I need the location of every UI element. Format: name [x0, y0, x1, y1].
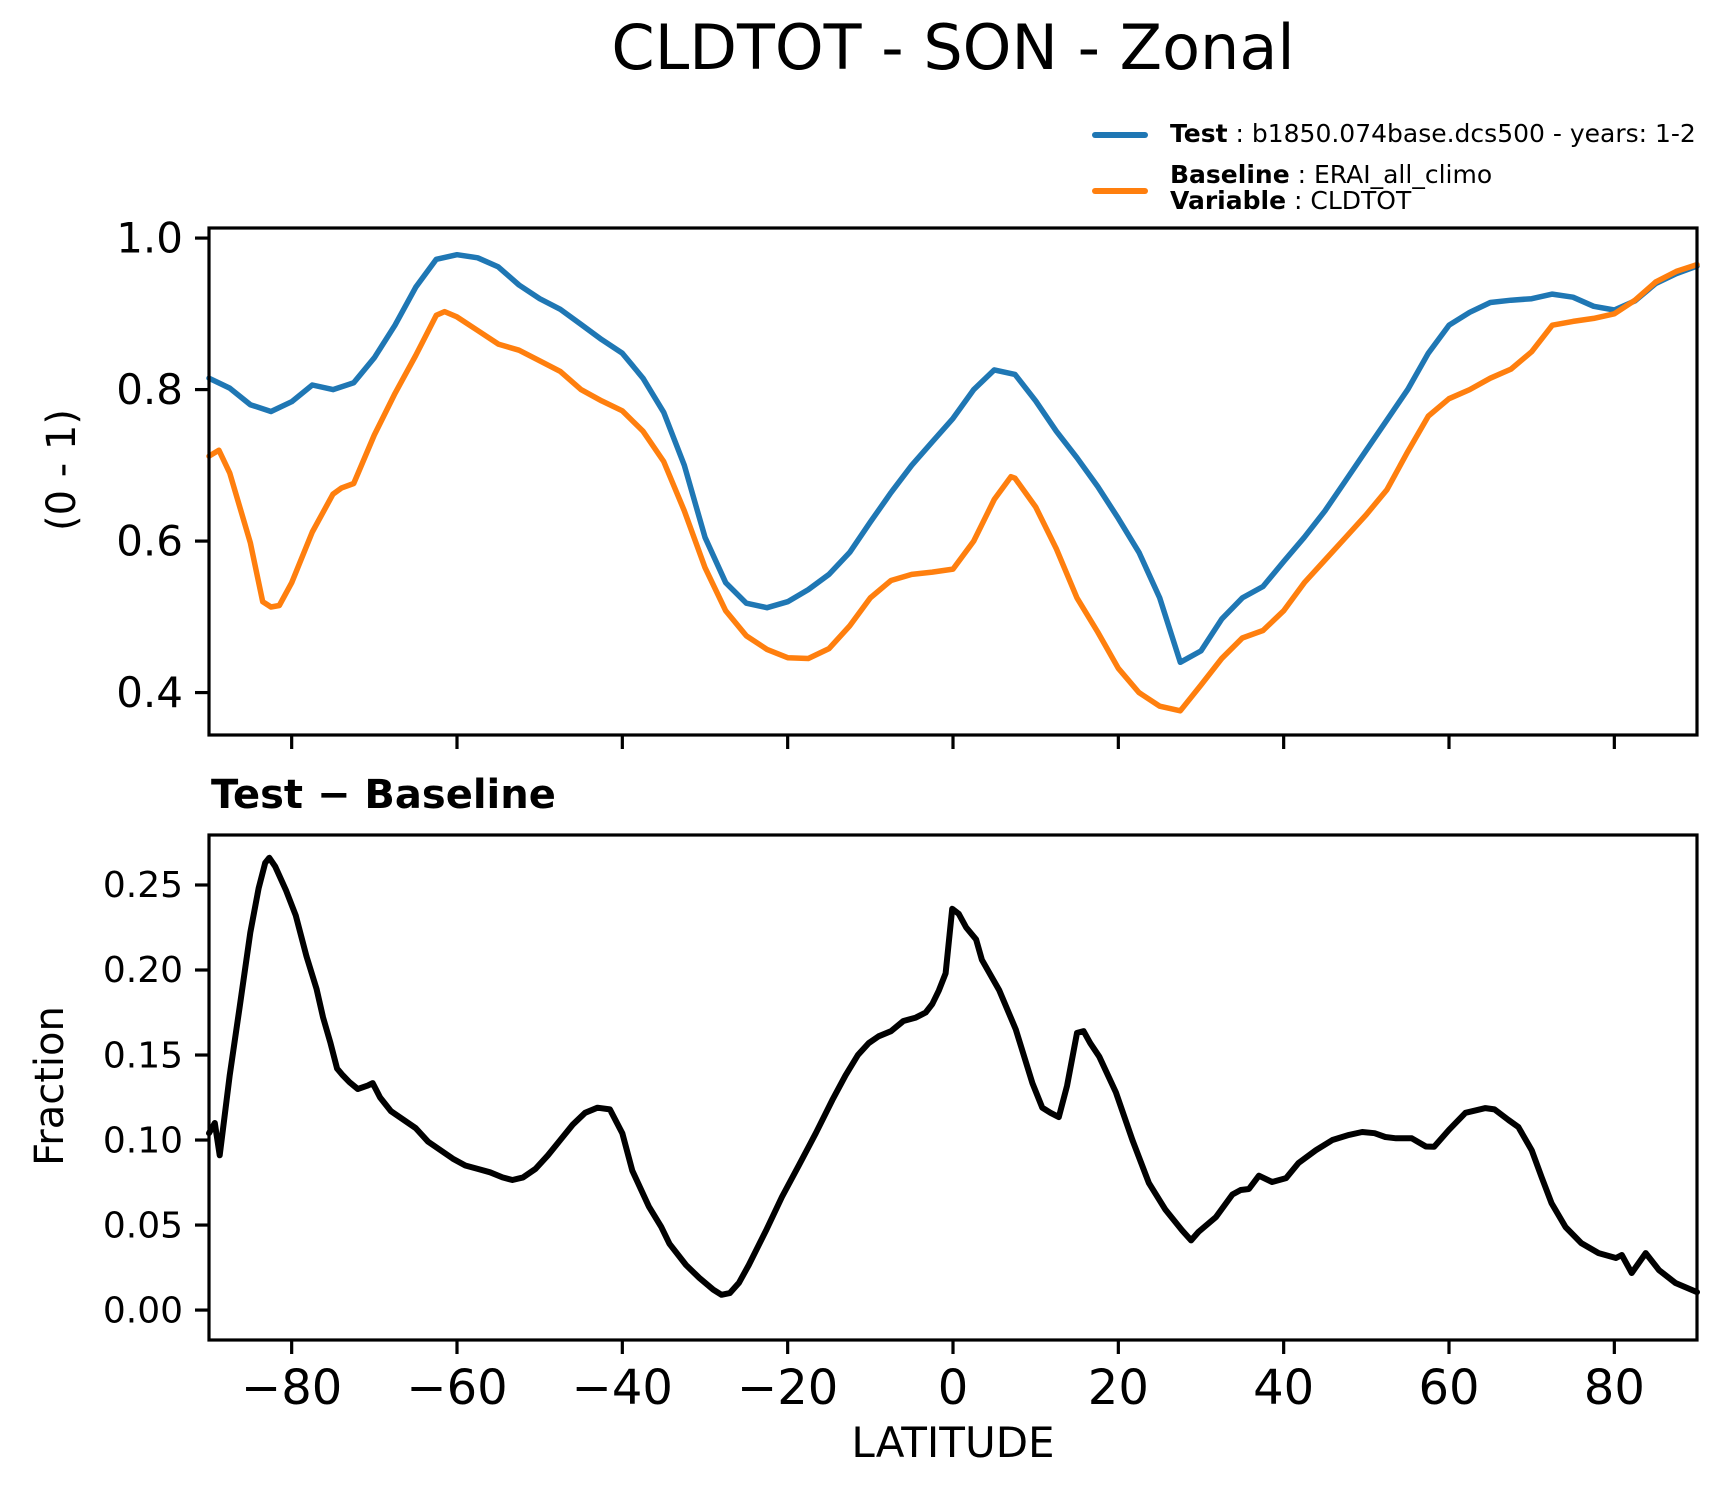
plot-area: 0.4 0.6 0.8 1.0	[116, 213, 1700, 749]
legend-baseline-label: Baseline	[1170, 160, 1290, 189]
plot-frame	[207, 226, 1699, 737]
y-tick-label: 0.8	[116, 365, 183, 414]
y-tick-label: 0.20	[103, 950, 183, 991]
x-tick-label: −60	[406, 1360, 507, 1416]
legend-entry-baseline: Baseline : ERAI_all_climo Variable : CLD…	[1170, 162, 1492, 214]
diff-line	[206, 854, 1700, 1298]
y-tick-label: 0.00	[103, 1290, 183, 1331]
page-title: CLDTOT - SON - Zonal	[611, 11, 1295, 84]
x-tick-label: −40	[572, 1360, 673, 1416]
legend-baseline-row: Baseline : ERAI_all_climo	[1170, 160, 1493, 189]
x-tick-label: 60	[1418, 1360, 1479, 1416]
bottom-chart: −80 −60 −40 −20 0 20 40 60 80 0.00 0.05 0.10 0.15 0.2…	[103, 833, 1700, 1416]
plot-frame	[207, 833, 1699, 1342]
y-tick-label: 0.10	[103, 1120, 183, 1161]
legend-test-value: b1850.074base.dcs500 - years: 1-2	[1251, 119, 1696, 148]
top-chart: 0.4 0.6 0.8 1.0	[116, 213, 1700, 749]
legend-variable-row: Variable : CLDTOT	[1170, 186, 1412, 215]
legend-variable-label: Variable	[1170, 186, 1287, 215]
x-tick-label: 80	[1584, 1360, 1645, 1416]
y-tick-label: 1.0	[116, 213, 183, 262]
x-tick-label: −20	[737, 1360, 838, 1416]
x-tick-label: 20	[1088, 1360, 1149, 1416]
baseline-line-swatch	[1092, 188, 1148, 194]
x-axis-label: LATITUDE	[851, 1418, 1055, 1467]
x-tick-label: 40	[1253, 1360, 1314, 1416]
y-tick-label: 0.6	[116, 516, 183, 565]
x-tick-label: −80	[241, 1360, 342, 1416]
y-tick-label: 0.15	[103, 1035, 183, 1076]
x-tick-label: 0	[938, 1360, 969, 1416]
y-tick-label: 0.05	[103, 1205, 183, 1246]
legend-entry-test: Test : b1850.074base.dcs500 - years: 1-2	[1170, 119, 1696, 148]
test-line-swatch	[1092, 132, 1148, 138]
legend-test-label: Test	[1170, 119, 1228, 148]
test-line	[206, 251, 1700, 666]
baseline-line	[206, 261, 1700, 714]
y-tick-label: 0.25	[103, 865, 183, 906]
legend: Test : b1850.074base.dcs500 - years: 1-2…	[0, 0, 1726, 230]
legend-variable-value: CLDTOT	[1310, 186, 1412, 215]
diff-chart-title: Test − Baseline	[211, 772, 556, 818]
y-tick-label: 0.4	[116, 668, 183, 717]
plot-area: −80 −60 −40 −20 0 20 40 60 80 0.00 0.05 0.10 0.15 0.2…	[103, 833, 1700, 1416]
legend-baseline-value: ERAI_all_climo	[1313, 160, 1493, 189]
